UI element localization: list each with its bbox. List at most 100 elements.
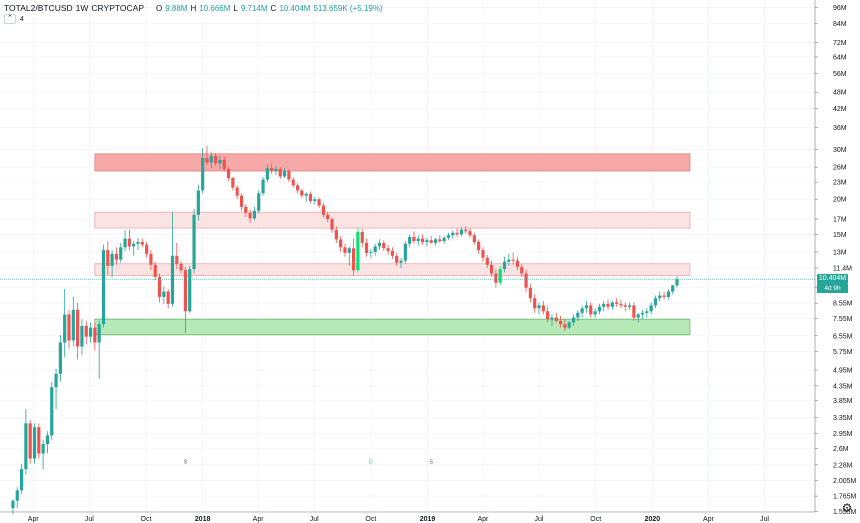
- candle-body: [205, 158, 209, 163]
- candle-body: [433, 239, 438, 243]
- y-tick-label: 2.28M: [833, 462, 853, 469]
- candle-body: [671, 285, 675, 292]
- chevron-up-icon[interactable]: ⌃: [4, 14, 16, 24]
- candle-body: [425, 240, 429, 242]
- candle: [136, 237, 140, 251]
- y-tick-label: 4.35M: [833, 383, 853, 390]
- candle-body: [640, 312, 645, 315]
- candle: [140, 238, 144, 248]
- y-tick-label: 36M: [833, 125, 847, 132]
- candle: [214, 152, 218, 166]
- y-tick-label: 96M: [833, 5, 847, 12]
- candle: [640, 309, 645, 320]
- x-tick-label: Apr: [703, 516, 715, 523]
- candle-body: [145, 244, 149, 254]
- y-tick-label: 64M: [833, 54, 847, 61]
- candle: [485, 254, 489, 268]
- candle: [658, 291, 662, 302]
- candle: [653, 295, 658, 309]
- candle-body: [278, 169, 282, 177]
- candle-body: [317, 199, 321, 206]
- candle-body: [50, 387, 54, 436]
- candle: [554, 312, 558, 323]
- candle: [145, 241, 149, 258]
- candle-body: [597, 306, 601, 312]
- candle-body: [489, 264, 494, 274]
- candle-body: [589, 305, 593, 315]
- price-axis[interactable]: 96M 84M 72M 64M 56M 48M 42M 36M 30M 26M 23M 20M 17M 1…: [814, 0, 860, 523]
- y-tick-label: 6.55M: [833, 333, 853, 340]
- candle: [520, 263, 524, 277]
- candle: [343, 243, 347, 257]
- candle: [317, 197, 321, 209]
- candle-body: [244, 206, 248, 213]
- bar-countdown: 4d 9h: [817, 284, 848, 294]
- y-tick-label: 84M: [833, 21, 847, 28]
- candle: [632, 302, 636, 321]
- candle: [226, 167, 231, 182]
- candle-body: [287, 170, 291, 180]
- candle: [235, 185, 239, 200]
- candle: [377, 239, 382, 251]
- y-tick-label: 23M: [833, 180, 847, 187]
- indicators-toggle[interactable]: ⌃ 4: [4, 14, 24, 24]
- candle-body: [54, 373, 58, 388]
- y-tick-label: 1.765M: [833, 494, 857, 501]
- candle-body: [127, 238, 131, 247]
- candle: [558, 315, 563, 328]
- x-tick-label: Apr: [28, 516, 40, 523]
- candle-body: [231, 177, 235, 188]
- candle: [584, 301, 589, 313]
- candle: [149, 250, 153, 271]
- candle-body: [175, 255, 179, 264]
- gear-icon[interactable]: ⚙: [841, 501, 853, 515]
- candle: [45, 431, 50, 454]
- y-tick-label: 2.6M: [833, 446, 849, 453]
- interval-label[interactable]: 1W: [75, 3, 89, 13]
- candle-body: [468, 231, 472, 236]
- y-tick-label: 2.95M: [833, 431, 853, 438]
- candle: [675, 276, 679, 288]
- candle-body: [76, 309, 80, 347]
- y-tick-label: 72M: [833, 40, 847, 47]
- candle-body: [132, 243, 136, 247]
- x-tick-label: 2018: [195, 516, 211, 523]
- candle: [360, 228, 364, 248]
- candle: [442, 236, 446, 244]
- candle-body: [502, 261, 507, 270]
- close-label: C: [270, 3, 277, 13]
- candle: [429, 236, 433, 244]
- x-tick-label: Apr: [253, 516, 265, 523]
- candle-body: [511, 259, 515, 261]
- candle: [58, 334, 62, 382]
- symbol-name[interactable]: TOTAL2/BTCUSD: [4, 3, 73, 13]
- close-value: 10.404M: [279, 3, 311, 13]
- candle-body: [364, 242, 369, 253]
- candle-body: [166, 291, 170, 304]
- candle-body: [239, 195, 244, 207]
- candle-body: [610, 302, 614, 307]
- candle: [244, 204, 248, 217]
- candle: [546, 306, 550, 323]
- candle: [593, 308, 597, 318]
- candle-body: [248, 212, 252, 219]
- candle: [300, 188, 304, 199]
- candle-body: [119, 247, 123, 260]
- candle: [24, 408, 28, 475]
- candle: [382, 240, 386, 251]
- candle: [106, 241, 110, 275]
- candle: [627, 302, 632, 310]
- candle: [192, 208, 196, 274]
- candle: [403, 241, 407, 264]
- time-axis[interactable]: Apr Jul Oct 2018 Apr Jul Oct 2019 Apr Jul Oct 2020 A…: [0, 511, 815, 523]
- signal-marker: S: [430, 460, 434, 466]
- candle: [28, 419, 32, 464]
- candle-body: [136, 241, 140, 244]
- candle-body: [399, 260, 403, 263]
- candle: [420, 234, 425, 245]
- candle: [446, 232, 451, 241]
- candle: [239, 193, 244, 211]
- candle-body: [373, 246, 377, 252]
- candle-body: [313, 199, 317, 202]
